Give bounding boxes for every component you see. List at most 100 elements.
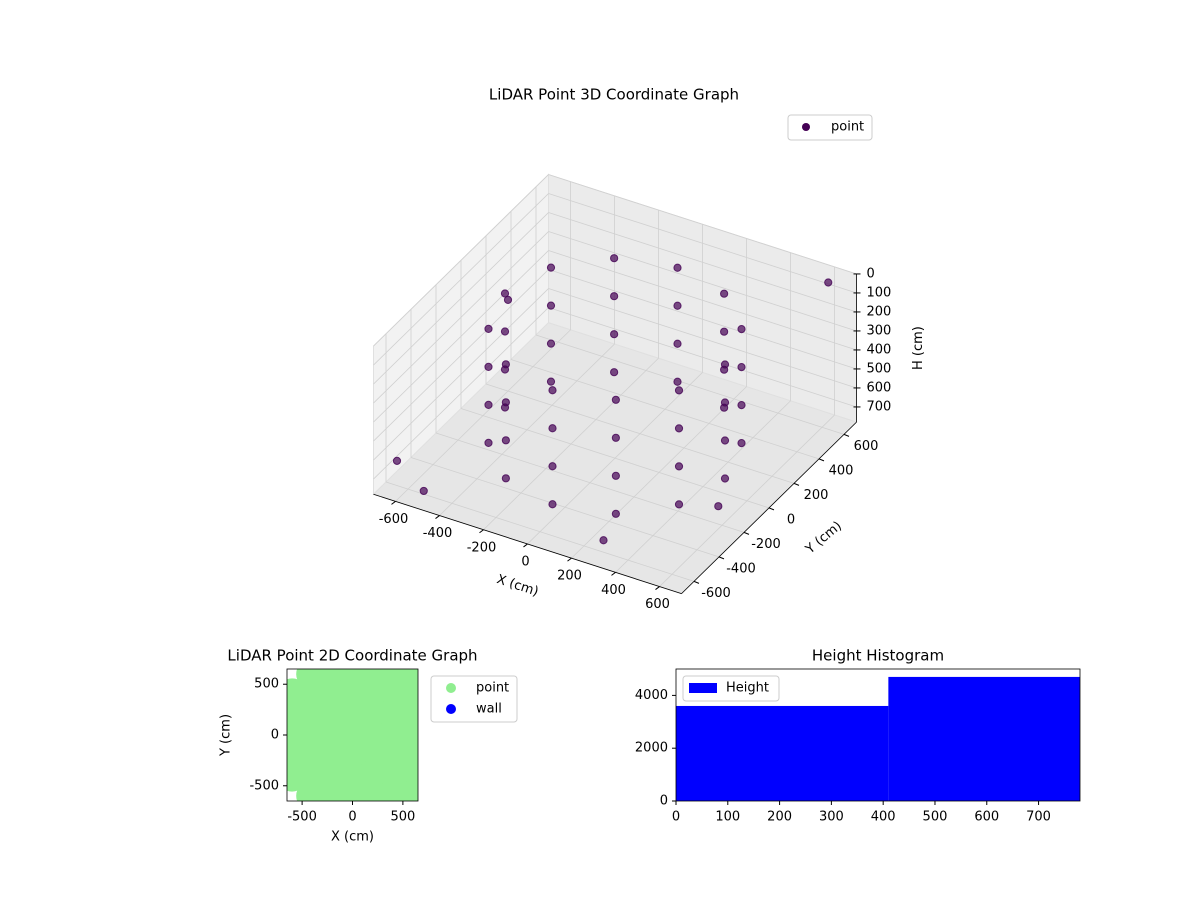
x-tick-label: 100 — [715, 810, 740, 825]
point — [546, 339, 556, 348]
y-tick-label: 2000 — [635, 741, 668, 756]
y-tick-label: 0 — [787, 512, 795, 527]
legend-label: wall — [476, 702, 502, 717]
point — [737, 401, 746, 410]
tick-mark — [818, 458, 825, 462]
y-tick-label: -200 — [751, 537, 781, 552]
y-tick-label: 4000 — [635, 688, 668, 703]
tick-mark — [655, 586, 660, 590]
legend-marker — [689, 683, 717, 693]
x-axis-label: X (cm) — [331, 830, 374, 845]
grid-line — [373, 250, 549, 423]
point — [611, 509, 620, 518]
x-tick-label: 0 — [521, 554, 529, 569]
x-axis-label: X (cm) — [495, 572, 541, 600]
tick-mark — [718, 556, 725, 560]
z-tick-label: 200 — [867, 304, 892, 319]
point — [548, 386, 557, 395]
point — [610, 368, 619, 377]
point — [610, 330, 619, 339]
axes-2d: -500 0 500 -500 0 500 X (cm) Y (cm) LiDAR Point … — [219, 647, 1081, 845]
point — [548, 424, 557, 433]
point — [714, 502, 723, 511]
grid-line — [385, 481, 695, 582]
point — [737, 325, 746, 334]
point — [546, 301, 556, 310]
point — [611, 471, 620, 480]
y-axis-label: Y (cm) — [219, 714, 234, 757]
point — [484, 362, 493, 371]
chart-title: LiDAR Point 2D Coordinate Graph — [227, 647, 477, 665]
bar — [676, 705, 889, 801]
x-tick-label: 0 — [348, 810, 356, 825]
x-tick-label: -200 — [467, 540, 497, 555]
y-tick-label: -600 — [701, 586, 731, 601]
chart-title: LiDAR Point 3D Coordinate Graph — [489, 86, 739, 104]
x-tick-label: -400 — [423, 526, 453, 541]
legend-box — [682, 675, 780, 702]
y-tick-label: 0 — [660, 794, 668, 809]
legend-marker — [446, 704, 456, 714]
z-tick-label: 400 — [867, 342, 892, 357]
tick-mark — [693, 580, 700, 584]
y-axis-label: Y (cm) — [802, 519, 845, 558]
grid-line — [485, 383, 795, 484]
point — [500, 365, 510, 374]
tick-mark — [611, 571, 616, 576]
grid-line — [548, 269, 857, 370]
z-tick-label: 700 — [867, 399, 892, 414]
grid-line — [373, 193, 549, 366]
legend-marker — [802, 123, 810, 131]
point — [546, 377, 556, 386]
point — [673, 301, 682, 310]
plot-3d — [372, 173, 858, 595]
point — [720, 436, 730, 445]
point — [501, 474, 510, 483]
grid-line — [548, 307, 857, 408]
point — [673, 377, 682, 386]
grid-line — [548, 288, 857, 389]
legend-label: point — [831, 120, 864, 135]
point — [737, 363, 746, 372]
z-tick-label: 0 — [867, 266, 875, 281]
grid-line — [373, 212, 549, 385]
legend-label: point — [476, 681, 509, 696]
y-tick-label: 400 — [829, 463, 854, 478]
grid-line — [373, 231, 549, 404]
legend-label: Height — [726, 681, 769, 696]
grid-line — [373, 174, 549, 347]
x-tick-label: 0 — [672, 810, 680, 825]
y-tick-label: 200 — [804, 488, 829, 503]
x-tick-label: 700 — [1026, 810, 1051, 825]
point — [720, 365, 729, 374]
legend-marker — [446, 683, 456, 693]
x-tick-label: 200 — [557, 569, 582, 584]
point — [484, 400, 493, 409]
x-tick-label: 600 — [974, 810, 999, 825]
y-tick-label: -400 — [726, 561, 756, 576]
point — [484, 438, 493, 447]
point — [610, 292, 619, 301]
point — [673, 263, 682, 272]
z-tick-label: 100 — [867, 285, 892, 300]
point — [500, 289, 510, 298]
point — [546, 263, 556, 272]
x-tick-label: 500 — [923, 810, 948, 825]
grid-line — [548, 212, 857, 313]
grid-line — [535, 334, 845, 435]
tick-mark — [743, 531, 750, 535]
point — [599, 536, 608, 545]
y-tick-label: 0 — [271, 728, 279, 743]
point — [824, 278, 833, 287]
grid-line — [548, 193, 857, 294]
tick-mark — [479, 529, 484, 534]
point — [611, 395, 620, 404]
tick-mark — [435, 515, 440, 519]
x-tick-label: 400 — [601, 583, 626, 598]
plot-2d — [287, 669, 418, 801]
grid-line — [460, 408, 770, 509]
z-tick-label: 300 — [867, 323, 892, 338]
grid-line — [548, 250, 857, 351]
point — [720, 327, 729, 336]
